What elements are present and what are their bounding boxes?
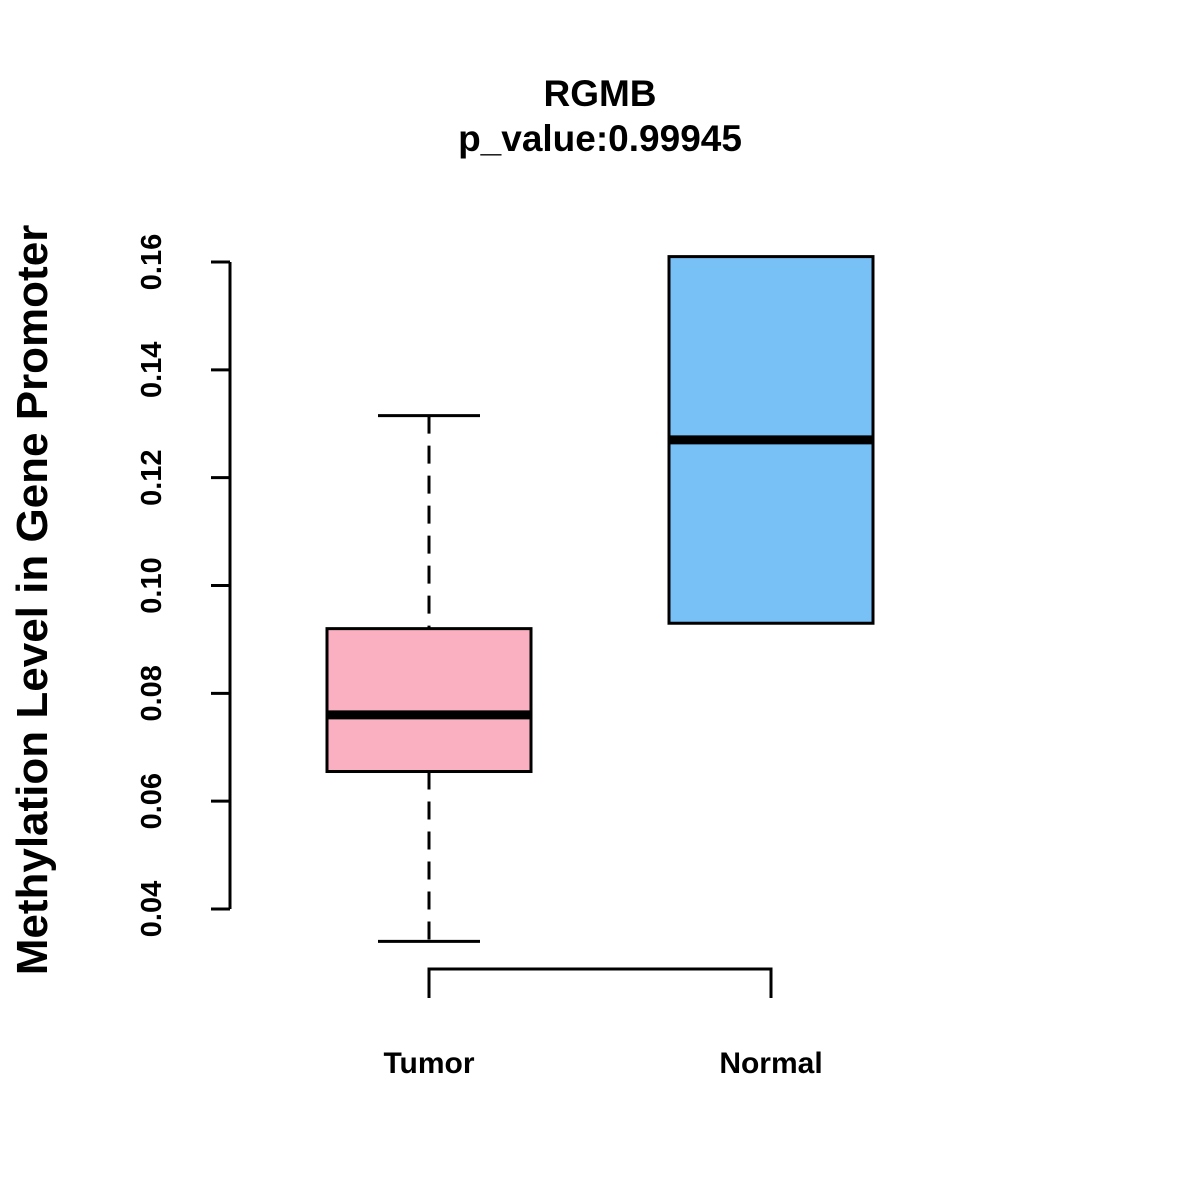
y-tick-label: 0.14 (136, 342, 168, 398)
x-label-tumor: Tumor (383, 1047, 474, 1080)
x-label-normal: Normal (719, 1047, 822, 1080)
y-tick-label: 0.04 (136, 881, 168, 937)
y-tick-label: 0.06 (136, 773, 168, 829)
y-tick-label: 0.10 (136, 557, 168, 613)
y-tick-label: 0.08 (136, 665, 168, 721)
x-axis-labels: Tumor Normal (383, 1047, 822, 1080)
box-normal (667, 255, 875, 625)
y-tick-label: 0.12 (136, 449, 168, 505)
boxes-group (325, 255, 875, 943)
y-tick-label: 0.16 (136, 234, 168, 290)
chart-subtitle: p_value:0.99945 (458, 118, 742, 159)
chart-title: RGMB (543, 73, 656, 114)
box-rect (325, 627, 533, 774)
bracket-line (427, 967, 773, 998)
box-tumor (325, 414, 533, 943)
comparison-bracket (427, 967, 773, 998)
y-axis-label: Methylation Level in Gene Promoter (8, 225, 57, 976)
y-axis: 0.04 0.06 0.08 0.10 0.12 0.14 0.16 (136, 234, 232, 937)
